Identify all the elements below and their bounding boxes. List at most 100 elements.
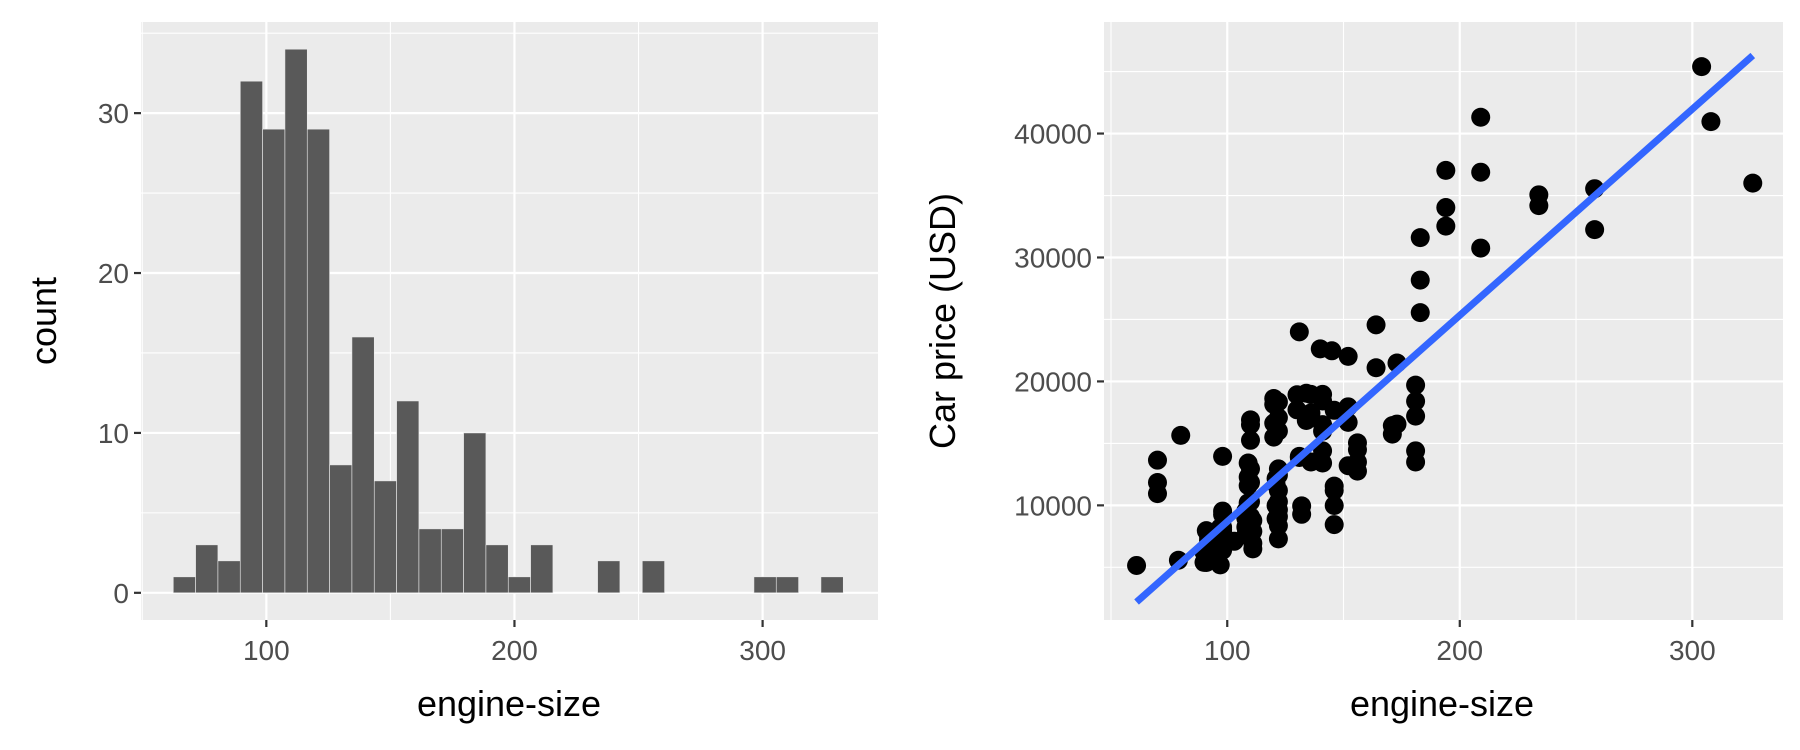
scatter-points <box>1127 57 1763 575</box>
histogram-bar <box>418 528 442 594</box>
histogram-y-axis-ticks: 0 10 20 30 <box>98 98 141 609</box>
scatter-point <box>1243 539 1263 559</box>
histogram-x-axis-ticks: 100 200 300 <box>243 620 786 666</box>
scatter-point <box>1406 441 1426 461</box>
histogram-x-tick-label: 100 <box>243 635 290 666</box>
scatter-point <box>1324 495 1344 515</box>
scatter-panel: 100 200 300 10000 20000 30000 40000 engine-si… <box>922 22 1783 724</box>
scatter-point <box>1366 358 1386 378</box>
scatter-point <box>1268 480 1288 500</box>
histogram-bar <box>217 560 241 594</box>
histogram-y-axis-title: count <box>23 277 64 365</box>
scatter-point <box>1210 555 1230 575</box>
scatter-trend-line <box>1134 52 1756 605</box>
scatter-point <box>1240 410 1260 430</box>
scatter-point <box>1313 453 1333 473</box>
scatter-point <box>1243 511 1263 531</box>
scatter-point <box>1268 408 1288 428</box>
scatter-point <box>1292 496 1312 516</box>
scatter-point <box>1471 238 1491 258</box>
scatter-point <box>1240 430 1260 450</box>
scatter-point <box>1436 198 1456 218</box>
scatter-point <box>1347 433 1367 453</box>
scatter-x-axis-title: engine-size <box>1350 683 1534 724</box>
histogram-bar <box>373 480 397 594</box>
scatter-x-tick-label: 200 <box>1436 635 1483 666</box>
scatter-point <box>1268 529 1288 549</box>
histogram-y-tick-label: 0 <box>113 578 129 609</box>
scatter-point <box>1147 484 1167 504</box>
histogram-bar <box>641 560 665 594</box>
histogram-bar <box>775 576 799 594</box>
scatter-point <box>1471 162 1491 182</box>
histogram-bar <box>530 544 554 594</box>
scatter-point <box>1147 450 1167 470</box>
scatter-point <box>1406 375 1426 395</box>
scatter-point <box>1240 472 1260 492</box>
scatter-point <box>1743 173 1763 193</box>
histogram-bar <box>396 400 420 594</box>
histogram-bars <box>172 48 844 594</box>
scatter-point <box>1585 220 1605 240</box>
histogram-bar <box>306 128 330 594</box>
histogram-bar <box>172 576 196 594</box>
scatter-point <box>1213 446 1233 466</box>
scatter-x-tick-label: 300 <box>1669 635 1716 666</box>
scatter-point <box>1240 459 1260 479</box>
histogram-bar <box>753 576 777 594</box>
histogram-y-tick-label: 10 <box>98 418 129 449</box>
scatter-y-axis-ticks: 10000 20000 30000 40000 <box>1014 119 1104 521</box>
scatter-point <box>1289 322 1309 342</box>
histogram-bar <box>329 464 353 594</box>
scatter-y-tick-label: 30000 <box>1014 242 1092 273</box>
scatter-point <box>1410 228 1430 248</box>
histogram-bar <box>597 560 621 594</box>
histogram-x-tick-label: 200 <box>491 635 538 666</box>
scatter-point <box>1436 160 1456 180</box>
scatter-point <box>1436 216 1456 236</box>
histogram-bar <box>507 576 531 594</box>
scatter-point <box>1171 425 1191 445</box>
scatter-point <box>1127 555 1147 575</box>
scatter-point <box>1322 341 1342 361</box>
histogram-bar <box>351 336 375 594</box>
scatter-point <box>1366 315 1386 335</box>
scatter-point <box>1406 391 1426 411</box>
scatter-point <box>1324 515 1344 535</box>
scatter-point <box>1324 476 1344 496</box>
scatter-point <box>1338 346 1358 366</box>
scatter-point <box>1301 403 1321 423</box>
histogram-bar <box>195 544 219 594</box>
scatter-point <box>1268 421 1288 441</box>
scatter-point <box>1410 303 1430 323</box>
scatter-point <box>1313 384 1333 404</box>
scatter-x-tick-label: 100 <box>1204 635 1251 666</box>
histogram-y-tick-label: 20 <box>98 258 129 289</box>
histogram-y-tick-label: 30 <box>98 98 129 129</box>
scatter-point <box>1410 270 1430 290</box>
histogram-bar <box>820 576 844 594</box>
scatter-point <box>1701 112 1721 132</box>
scatter-trend-line-group <box>1134 52 1756 605</box>
histogram-bar <box>239 80 263 594</box>
histogram-bar <box>463 432 487 594</box>
scatter-point <box>1529 185 1549 205</box>
histogram-bar <box>284 48 308 594</box>
scatter-point <box>1387 414 1407 434</box>
scatter-point <box>1268 392 1288 412</box>
scatter-y-tick-label: 10000 <box>1014 490 1092 521</box>
scatter-y-tick-label: 20000 <box>1014 366 1092 397</box>
histogram-bar <box>262 128 286 594</box>
histogram-x-axis-title: engine-size <box>417 683 601 724</box>
scatter-y-tick-label: 40000 <box>1014 119 1092 150</box>
histogram-panel: 100 200 300 0 10 20 30 engine-size count <box>23 22 878 724</box>
scatter-point <box>1471 107 1491 127</box>
scatter-point <box>1692 57 1712 77</box>
histogram-bar <box>485 544 509 594</box>
scatter-point <box>1406 406 1426 426</box>
scatter-x-axis-ticks: 100 200 300 <box>1204 620 1716 666</box>
scatter-y-axis-title: Car price (USD) <box>922 193 963 449</box>
histogram-bar <box>440 528 464 594</box>
histogram-x-tick-label: 300 <box>739 635 786 666</box>
